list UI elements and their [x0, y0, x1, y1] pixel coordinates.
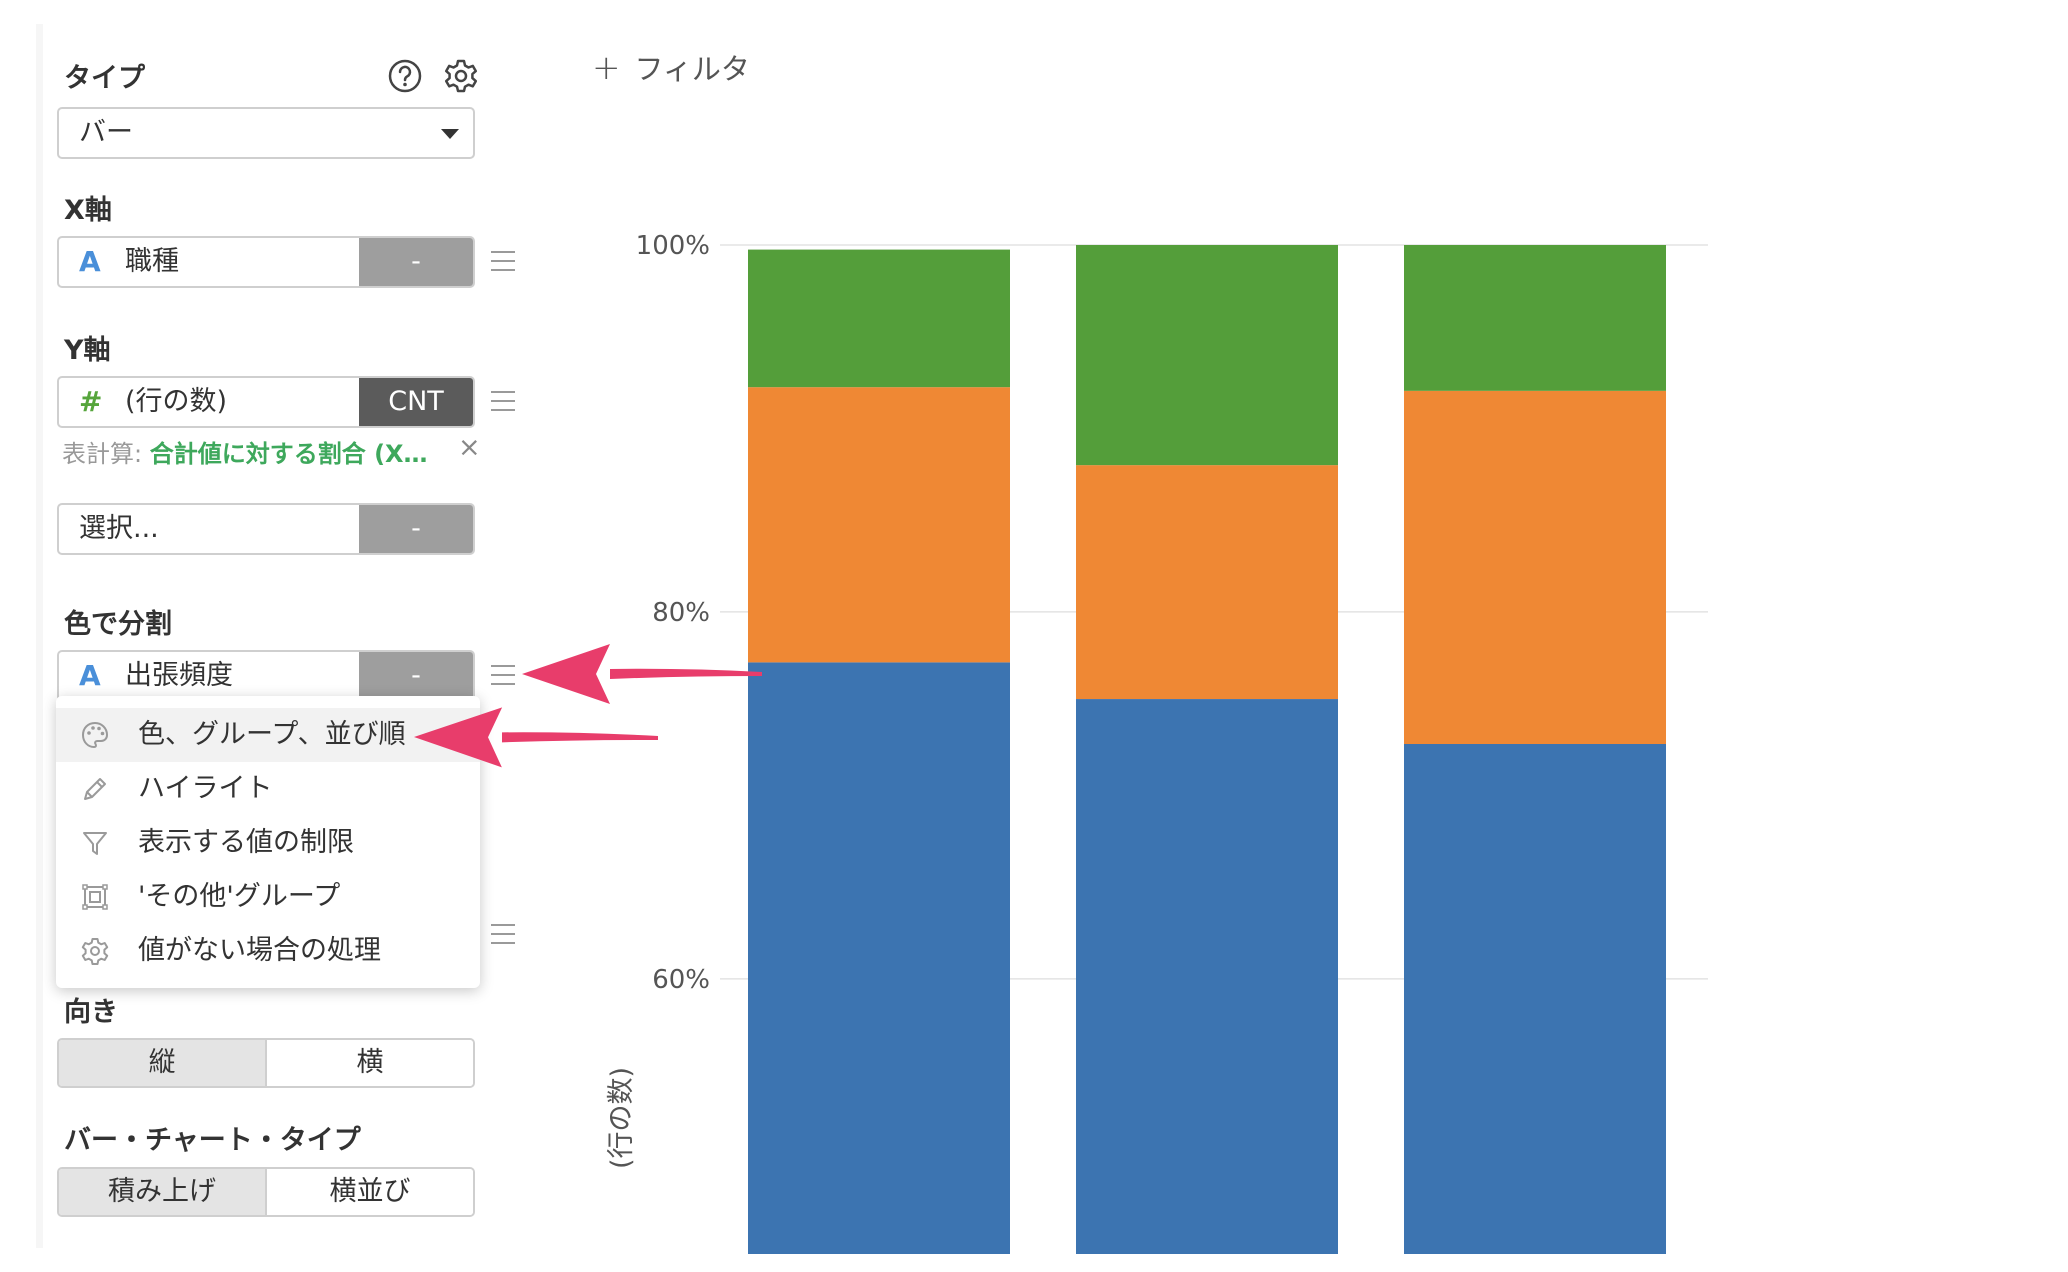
- secondary-y-aggregation[interactable]: -: [359, 505, 473, 553]
- y-tick-label: 100%: [636, 231, 710, 261]
- y-tick-label: 80%: [652, 598, 710, 628]
- plus-icon: +: [592, 48, 621, 88]
- color-split-label: 色で分割: [64, 609, 172, 640]
- gear-icon[interactable]: [443, 58, 479, 94]
- filter-icon: [83, 832, 107, 855]
- y-tick-label: 60%: [652, 965, 710, 995]
- bar-segment[interactable]: [748, 662, 1010, 1254]
- bar-type-stacked-option[interactable]: 積み上げ: [59, 1169, 265, 1215]
- bar-type-label: バー・チャート・タイプ: [64, 1125, 361, 1156]
- menu-item-other-group[interactable]: 'その他'グループ: [56, 870, 480, 924]
- orientation-toggle: 縦 横: [57, 1038, 475, 1088]
- color-split-context-menu: 色、グループ、並び順 ハイライト 表示する値の制限 'その他'グループ 値がない…: [56, 696, 480, 988]
- x-axis-field-name: 職種: [125, 246, 179, 277]
- menu-item-limit-values[interactable]: 表示する値の制限: [56, 816, 480, 870]
- palette-icon: [81, 721, 109, 749]
- filter-label: フィルタ: [634, 52, 750, 86]
- annotation-arrow: [414, 707, 658, 768]
- x-axis-field[interactable]: A 職種 -: [57, 236, 475, 288]
- group-box-icon: [82, 884, 108, 910]
- menu-item-color-group-order[interactable]: 色、グループ、並び順: [56, 708, 480, 762]
- y-axis-field[interactable]: # (行の数) CNT: [57, 376, 475, 428]
- bar-segment[interactable]: [1076, 465, 1338, 700]
- y-axis-field-name: (行の数): [125, 386, 228, 417]
- secondary-y-placeholder: 選択...: [79, 513, 159, 544]
- bar-segment[interactable]: [1076, 245, 1338, 466]
- table-calculation-value: 合計値に対する割合 (X…: [149, 440, 428, 468]
- string-type-icon: A: [79, 245, 101, 278]
- add-filter-button[interactable]: + フィルタ: [592, 46, 750, 88]
- bar-segment[interactable]: [1404, 245, 1666, 391]
- y-axis-menu-icon[interactable]: [491, 391, 515, 413]
- help-icon[interactable]: [387, 58, 423, 94]
- y-axis-title: (行の数): [606, 1067, 637, 1169]
- orientation-label: 向き: [64, 997, 118, 1028]
- bar-segment[interactable]: [748, 249, 1010, 388]
- menu-item-label: 表示する値の制限: [138, 827, 354, 858]
- chevron-down-icon: [441, 129, 459, 139]
- menu-item-label: 'その他'グループ: [138, 881, 341, 912]
- bar-segment[interactable]: [1076, 699, 1338, 1254]
- close-icon[interactable]: ×: [458, 432, 481, 463]
- x-axis-aggregation[interactable]: -: [359, 238, 473, 286]
- gear-icon: [81, 938, 109, 965]
- chart-type-select[interactable]: バー: [57, 107, 475, 159]
- sidebar-border: [36, 24, 43, 1248]
- menu-item-missing-values[interactable]: 値がない場合の処理: [56, 924, 480, 978]
- bar-type-toggle: 積み上げ 横並び: [57, 1167, 475, 1217]
- bar-segment[interactable]: [748, 387, 1010, 663]
- color-split-menu-icon[interactable]: [491, 665, 515, 687]
- x-axis-menu-icon[interactable]: [491, 251, 515, 273]
- orientation-vertical-option[interactable]: 縦: [59, 1040, 265, 1086]
- number-type-icon: #: [79, 385, 103, 418]
- pencil-icon: [84, 778, 106, 800]
- table-calculation-note[interactable]: 表計算: 合計値に対する割合 (X…: [62, 434, 428, 469]
- menu-item-label: 値がない場合の処理: [138, 935, 381, 966]
- string-type-icon: A: [79, 659, 101, 692]
- chart-type-value: バー: [79, 117, 133, 148]
- orientation-horizontal-option[interactable]: 横: [265, 1040, 473, 1086]
- secondary-y-field[interactable]: 選択... -: [57, 503, 475, 555]
- y-axis-label: Y軸: [64, 335, 111, 366]
- type-label: タイプ: [64, 63, 145, 94]
- annotation-arrow: [522, 644, 762, 704]
- size-menu-icon[interactable]: [491, 924, 515, 946]
- y-axis-aggregation[interactable]: CNT: [359, 378, 473, 426]
- color-split-aggregation[interactable]: -: [359, 652, 473, 700]
- x-axis-label: X軸: [64, 195, 112, 226]
- menu-item-label: 色、グループ、並び順: [138, 719, 406, 750]
- bar-segment[interactable]: [1404, 743, 1666, 1254]
- table-calculation-prefix: 表計算:: [62, 440, 150, 468]
- menu-item-highlight[interactable]: ハイライト: [56, 762, 480, 816]
- bar-type-grouped-option[interactable]: 横並び: [265, 1169, 473, 1215]
- bar-segment[interactable]: [1404, 390, 1666, 744]
- color-split-field-name: 出張頻度: [125, 660, 233, 691]
- menu-item-label: ハイライト: [138, 773, 273, 804]
